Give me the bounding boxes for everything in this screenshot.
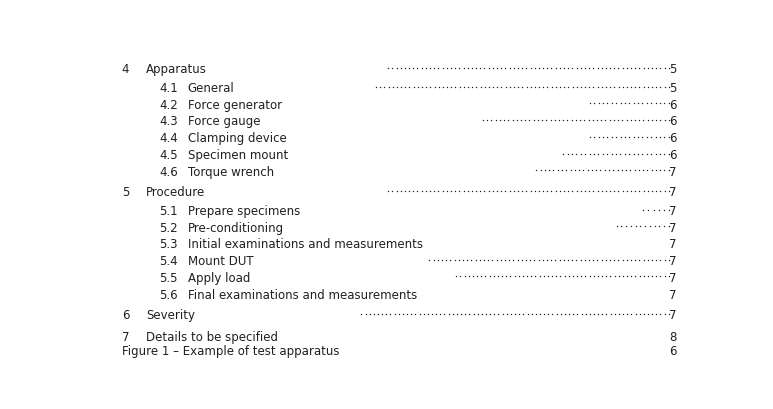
Text: Prepare specimens: Prepare specimens <box>188 204 300 217</box>
Text: Specimen mount: Specimen mount <box>188 148 288 162</box>
Text: 5.3: 5.3 <box>159 238 178 251</box>
Text: 6: 6 <box>669 99 676 112</box>
Text: 6: 6 <box>669 148 676 162</box>
Text: Mount DUT: Mount DUT <box>188 254 254 267</box>
Text: 7: 7 <box>669 254 676 267</box>
Text: Initial examinations and measurements: Initial examinations and measurements <box>188 238 423 251</box>
Text: Force gauge: Force gauge <box>188 115 261 128</box>
Text: 7: 7 <box>122 330 129 344</box>
Text: 7: 7 <box>669 221 676 234</box>
Text: 8: 8 <box>669 330 676 344</box>
Text: 5.6: 5.6 <box>159 288 178 301</box>
Text: Apparatus: Apparatus <box>146 63 207 76</box>
Text: 7: 7 <box>669 271 676 284</box>
Text: 4: 4 <box>122 63 129 76</box>
Text: 6: 6 <box>669 115 676 128</box>
Text: 7: 7 <box>669 165 676 178</box>
Text: Figure 1 – Example of test apparatus: Figure 1 – Example of test apparatus <box>122 344 339 357</box>
Text: 4.1: 4.1 <box>159 82 179 95</box>
Text: General: General <box>188 82 234 95</box>
Text: 4.6: 4.6 <box>159 165 179 178</box>
Text: 6: 6 <box>669 344 676 357</box>
Text: 7: 7 <box>669 204 676 217</box>
Text: Severity: Severity <box>146 308 196 321</box>
Text: Force generator: Force generator <box>188 99 282 112</box>
Text: 4.3: 4.3 <box>159 115 178 128</box>
Text: 4.5: 4.5 <box>159 148 178 162</box>
Text: Final examinations and measurements: Final examinations and measurements <box>188 288 417 301</box>
Text: Apply load: Apply load <box>188 271 250 284</box>
Text: 7: 7 <box>669 308 676 321</box>
Text: 5: 5 <box>669 82 676 95</box>
Text: 4.2: 4.2 <box>159 99 179 112</box>
Text: Torque wrench: Torque wrench <box>188 165 274 178</box>
Text: 5: 5 <box>669 63 676 76</box>
Text: 6: 6 <box>122 308 129 321</box>
Text: 5: 5 <box>122 186 129 199</box>
Text: 7: 7 <box>669 238 676 251</box>
Text: 5.5: 5.5 <box>159 271 178 284</box>
Text: 4.4: 4.4 <box>159 132 179 145</box>
Text: Pre-conditioning: Pre-conditioning <box>188 221 284 234</box>
Text: 7: 7 <box>669 288 676 301</box>
Text: 7: 7 <box>669 186 676 199</box>
Text: Procedure: Procedure <box>146 186 206 199</box>
Text: 6: 6 <box>669 132 676 145</box>
Text: 5.2: 5.2 <box>159 221 178 234</box>
Text: 5.1: 5.1 <box>159 204 178 217</box>
Text: Clamping device: Clamping device <box>188 132 287 145</box>
Text: Details to be specified: Details to be specified <box>146 330 278 344</box>
Text: 5.4: 5.4 <box>159 254 178 267</box>
